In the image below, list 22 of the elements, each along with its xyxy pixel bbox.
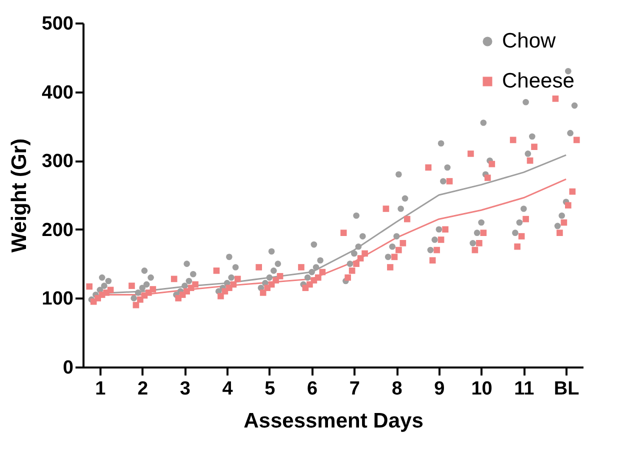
y-tick-label: 400 xyxy=(42,82,74,104)
x-tick-label: 6 xyxy=(307,378,318,400)
x-tick-label: 5 xyxy=(264,378,276,400)
y-tick-label: 100 xyxy=(42,288,74,310)
legend-label: Chow xyxy=(502,30,557,52)
x-tick-label: 8 xyxy=(392,378,402,400)
y-tick-label: 500 xyxy=(42,14,74,34)
x-tick-label: 9 xyxy=(434,378,445,400)
y-axis-title: Weight (Gr) xyxy=(8,138,31,252)
x-tick-label: 4 xyxy=(222,378,234,400)
x-tick-label: 11 xyxy=(514,378,535,400)
y-tick-label: 0 xyxy=(62,358,74,378)
x-tick-label: 1 xyxy=(95,378,106,400)
x-tick-label: 2 xyxy=(138,378,148,400)
x-axis-title: Assessment Days xyxy=(244,410,424,432)
legend-label: Cheese xyxy=(502,70,574,92)
x-tick-label: 3 xyxy=(180,378,190,400)
x-tick-label: 10 xyxy=(471,378,492,400)
x-tick-label: BL xyxy=(554,378,580,400)
y-tick-label: 200 xyxy=(42,220,74,241)
y-tick-label: 300 xyxy=(42,151,74,172)
x-tick-label: 7 xyxy=(349,378,360,400)
